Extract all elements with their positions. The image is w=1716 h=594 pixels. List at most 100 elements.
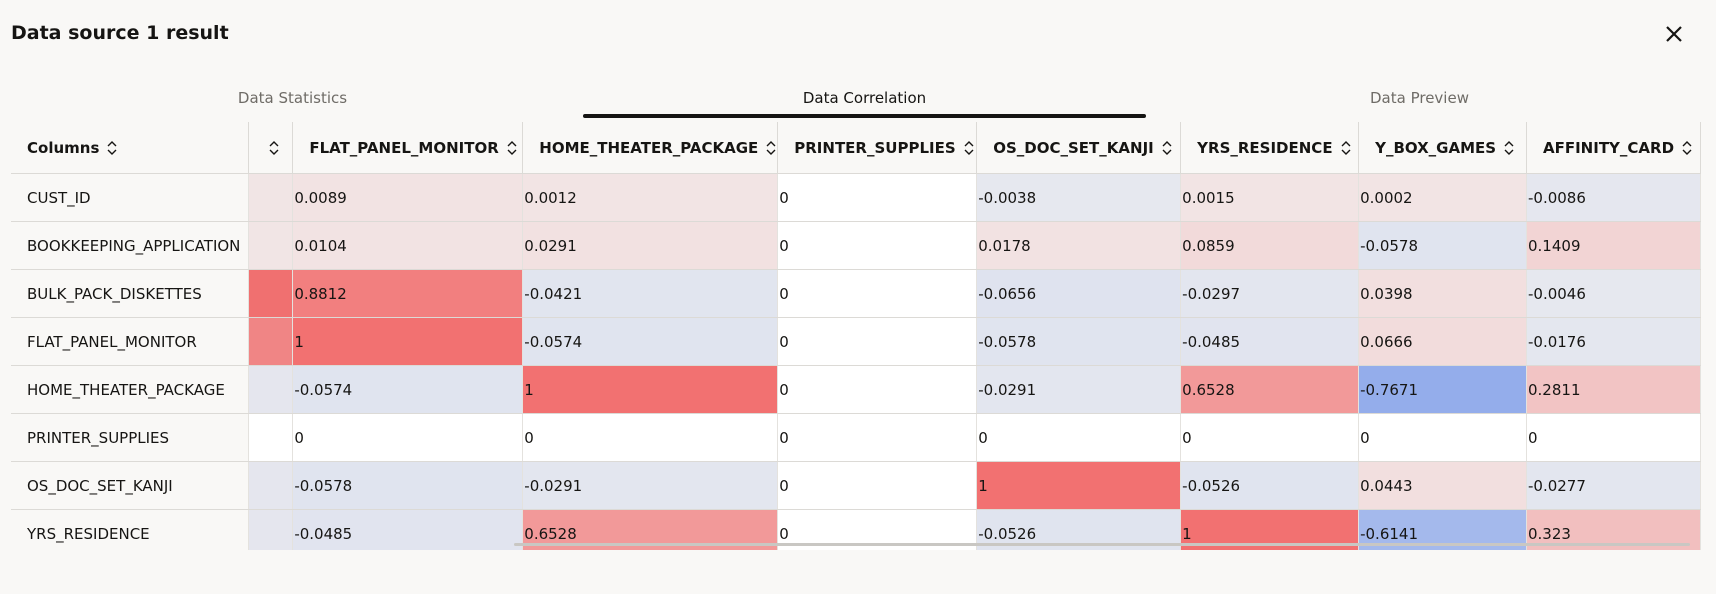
cell-text: 0.0291 [524,236,577,255]
cell-text: 1 [978,476,988,495]
cell-text: -0.0578 [1360,236,1418,255]
correlation-cell: 0.0666 [1358,317,1527,366]
tab[interactable]: Data Statistics [237,89,348,107]
cell-text: 0 [294,428,304,447]
cell-text: -0.0485 [294,524,353,543]
scrollbar[interactable] [514,543,1690,546]
cell-text: 0.0443 [1360,476,1413,495]
table: Columns FLAT_PANEL_MONITOR HOME_THEATER_PA… [11,122,1701,550]
correlation-cell: 0 [777,173,978,222]
column-header[interactable]: YRS_RESIDENCE [1180,122,1360,174]
cell-text: 0.0666 [1360,332,1413,351]
cell-text: 0.2811 [1528,380,1581,399]
cell-text: PRINTER_SUPPLIES [794,138,956,157]
sort-icon[interactable] [107,141,117,155]
cell [248,509,294,550]
cell-text: 0.6528 [1182,380,1235,399]
cell-text: 0.0012 [524,188,577,207]
column-header[interactable]: Y_BOX_GAMES [1358,122,1527,174]
column-header[interactable]: AFFINITY_CARD [1526,122,1701,174]
cell-text: Columns [27,138,100,157]
correlation-cell: -0.0526 [1180,461,1360,510]
correlation-cell: -0.0176 [1526,317,1701,366]
cell-text: FLAT_PANEL_MONITOR [27,332,197,351]
correlation-cell: -0.0578 [1358,221,1527,270]
cell-text: 0 [779,524,789,543]
sort-icon[interactable] [1162,141,1172,155]
cell-text: 0 [1360,428,1370,447]
sort-icon[interactable] [269,141,279,155]
cell-text: 0.0089 [294,188,347,207]
cell [248,173,294,222]
cell-text: 0 [1528,428,1538,447]
column-header[interactable]: FLAT_PANEL_MONITOR [292,122,524,174]
cell-text: -0.0291 [524,476,583,495]
correlation-cell: -0.0086 [1526,173,1701,222]
sort-icon[interactable] [1682,141,1692,155]
sort-icon[interactable] [507,141,517,155]
sort-icon[interactable] [964,141,974,155]
row-header: BULK_PACK_DISKETTES [11,269,250,318]
cell-text: -0.0485 [1182,332,1241,351]
tab-active[interactable]: Data Correlation [583,84,1146,118]
cell-text: FLAT_PANEL_MONITOR [309,138,499,157]
cell-text: 0 [524,428,534,447]
column-header[interactable]: PRINTER_SUPPLIES [777,122,978,174]
cell-text: -0.0656 [978,284,1037,303]
cell-text: 0 [1182,428,1192,447]
correlation-cell: -0.0578 [292,461,524,510]
cell-text: -0.0578 [294,476,353,495]
correlation-cell: -0.0038 [976,173,1182,222]
tab[interactable]: Data Preview [1370,89,1469,107]
close-button[interactable] [1662,22,1686,46]
correlation-cell: -0.0291 [976,365,1182,414]
correlation-cell: 0.0178 [976,221,1182,270]
correlation-cell: 0.0015 [1180,173,1360,222]
cell-text: 0.0104 [294,236,347,255]
row-header: CUST_ID [11,173,250,222]
column-header[interactable]: OS_DOC_SET_KANJI [976,122,1182,174]
cell-text: 0.0398 [1360,284,1413,303]
correlation-cell: 0.0443 [1358,461,1527,510]
cell-text: -0.0086 [1528,188,1586,207]
correlation-cell: 0 [777,461,978,510]
correlation-cell: 1 [976,461,1182,510]
tab-bar: Data Statistics Data Correlation Data Pr… [11,84,1701,120]
row-header: FLAT_PANEL_MONITOR [11,317,250,366]
correlation-cell: 0 [1358,413,1527,462]
cell-text: 0.0178 [978,236,1031,255]
sort-icon[interactable] [1504,141,1514,155]
cell-text: 0 [779,476,789,495]
cell [248,221,294,270]
row-header: OS_DOC_SET_KANJI [11,461,250,510]
cell-text: AFFINITY_CARD [1543,138,1675,157]
cell-text: -0.0578 [978,332,1037,351]
correlation-cell: 1 [522,365,779,414]
cell-text: OS_DOC_SET_KANJI [27,476,173,495]
correlation-cell: 0.0089 [292,173,524,222]
cell-text: 0.323 [1528,524,1571,543]
correlation-cell: 0 [292,413,524,462]
column-header[interactable]: HOME_THEATER_PACKAGE [522,122,779,174]
correlation-cell: 0 [777,365,978,414]
correlation-cell: 0.6528 [1180,365,1360,414]
cell-text: -0.0574 [524,332,583,351]
sort-icon[interactable] [1341,141,1351,155]
correlation-table: Columns FLAT_PANEL_MONITOR HOME_THEATER_PA… [11,122,1701,550]
column-header[interactable] [248,122,294,174]
column-header[interactable]: Columns [11,122,250,174]
correlation-cell: 0.0012 [522,173,779,222]
correlation-cell: 0.0291 [522,221,779,270]
correlation-cell: 0 [1526,413,1701,462]
dialog-title: Data source 1 result [11,22,229,44]
cell-text: -0.0277 [1528,476,1586,495]
correlation-cell: -0.0656 [976,269,1182,318]
cell-text: -0.0176 [1528,332,1586,351]
correlation-cell: -0.0574 [522,317,779,366]
correlation-cell: 0.8812 [292,269,524,318]
cell-text: 0 [779,332,789,351]
cell-text: 1 [1182,524,1192,543]
cell-text: BOOKKEEPING_APPLICATION [27,236,241,255]
sort-icon[interactable] [766,141,776,155]
cell-text: 0 [779,284,789,303]
